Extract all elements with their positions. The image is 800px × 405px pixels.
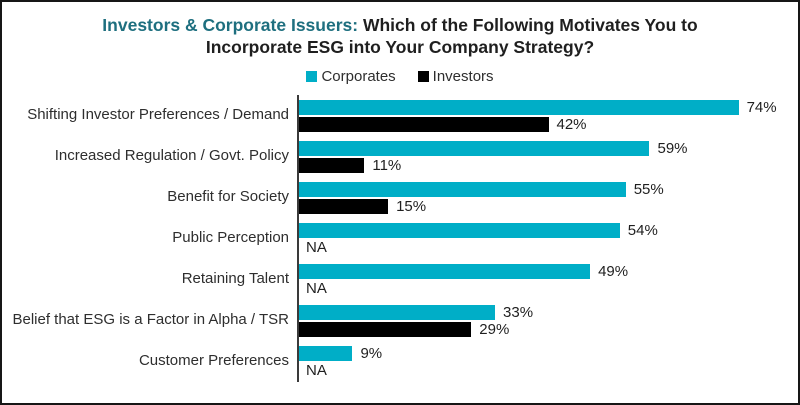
legend-item-investors: Investors — [417, 67, 494, 85]
bar-corporates — [299, 304, 496, 320]
bar-corporates — [299, 99, 739, 115]
category-label: Public Perception — [172, 229, 289, 247]
bar-investors — [299, 198, 389, 214]
bar-corporates — [299, 263, 591, 279]
legend-swatch-corporates-icon — [306, 70, 318, 82]
category-label: Customer Preferences — [138, 352, 289, 370]
value-label: 29% — [479, 320, 510, 338]
value-label: 59% — [657, 139, 688, 157]
bar-line-corporates: 33% — [299, 303, 798, 321]
bar-line-investors: NA — [299, 363, 798, 378]
title-line1-rest: Which of the Following Motivates You to — [358, 15, 698, 35]
bar-investors — [299, 157, 365, 173]
value-label: 9% — [360, 344, 383, 362]
bar-corporates — [299, 140, 650, 156]
value-label: 54% — [627, 221, 658, 239]
bar-line-corporates: 74% — [299, 98, 798, 116]
title-highlight: Investors & Corporate Issuers: — [102, 15, 359, 35]
category-bar-group: 33% 29% — [297, 299, 798, 341]
chart-rows: Shifting Investor Preferences / Demand 74… — [2, 94, 798, 382]
legend-swatch-investors-icon — [417, 70, 429, 82]
bar-corporates — [299, 222, 620, 238]
value-label: 49% — [598, 262, 629, 280]
bar-line-investors: 11% — [299, 156, 798, 174]
value-label: 74% — [746, 98, 777, 116]
na-label: NA — [306, 238, 327, 256]
value-label: 11% — [372, 156, 402, 174]
chart-row: Benefit for Society 55% 15% — [2, 176, 798, 218]
category-label: Retaining Talent — [181, 270, 289, 288]
bar-line-corporates: 54% — [299, 221, 798, 239]
bar-corporates — [299, 181, 626, 197]
category-bar-group: 74% 42% — [297, 94, 798, 136]
bar-line-investors: NA — [299, 281, 798, 296]
category-label: Belief that ESG is a Factor in Alpha / T… — [12, 311, 289, 329]
bar-line-corporates: 59% — [299, 139, 798, 157]
chart-row: Retaining Talent 49% NA — [2, 258, 798, 300]
bar-investors — [299, 321, 472, 337]
category-label: Benefit for Society — [167, 188, 289, 206]
chart-row: Shifting Investor Preferences / Demand 74… — [2, 94, 798, 136]
chart-legend: Corporates Investors — [2, 68, 798, 85]
chart-row: Public Perception 54% NA — [2, 217, 798, 259]
na-label: NA — [306, 279, 327, 297]
category-bar-group: 59% 11% — [297, 135, 798, 177]
bar-corporates — [299, 345, 353, 361]
bar-line-corporates: 49% — [299, 262, 798, 280]
legend-label-corporates: Corporates — [321, 67, 396, 85]
category-bar-group: 54% NA — [297, 217, 798, 259]
category-bar-group: 49% NA — [297, 258, 798, 300]
chart-row: Customer Preferences 9% NA — [2, 340, 798, 382]
value-label: 15% — [396, 197, 427, 215]
chart-row: Increased Regulation / Govt. Policy 59% 11… — [2, 135, 798, 177]
bar-line-investors: 42% — [299, 115, 798, 133]
bar-line-corporates: 9% — [299, 344, 798, 362]
category-bar-group: 55% 15% — [297, 176, 798, 218]
bar-line-investors: 29% — [299, 320, 798, 338]
category-label: Shifting Investor Preferences / Demand — [27, 106, 289, 124]
na-label: NA — [306, 361, 327, 379]
chart-row: Belief that ESG is a Factor in Alpha / T… — [2, 299, 798, 341]
bar-investors — [299, 116, 549, 132]
value-label: 42% — [556, 115, 587, 133]
bar-line-investors: NA — [299, 240, 798, 255]
category-label: Increased Regulation / Govt. Policy — [54, 147, 289, 165]
bar-line-investors: 15% — [299, 197, 798, 215]
legend-label-investors: Investors — [432, 67, 494, 85]
value-label: 33% — [503, 303, 534, 321]
chart-title: Investors & Corporate Issuers: Which of … — [2, 14, 798, 59]
category-bar-group: 9% NA — [297, 340, 798, 382]
value-label: 55% — [633, 180, 664, 198]
title-line2: Incorporate ESG into Your Company Strate… — [205, 37, 595, 58]
legend-item-corporates: Corporates — [306, 67, 396, 85]
bar-line-corporates: 55% — [299, 180, 798, 198]
